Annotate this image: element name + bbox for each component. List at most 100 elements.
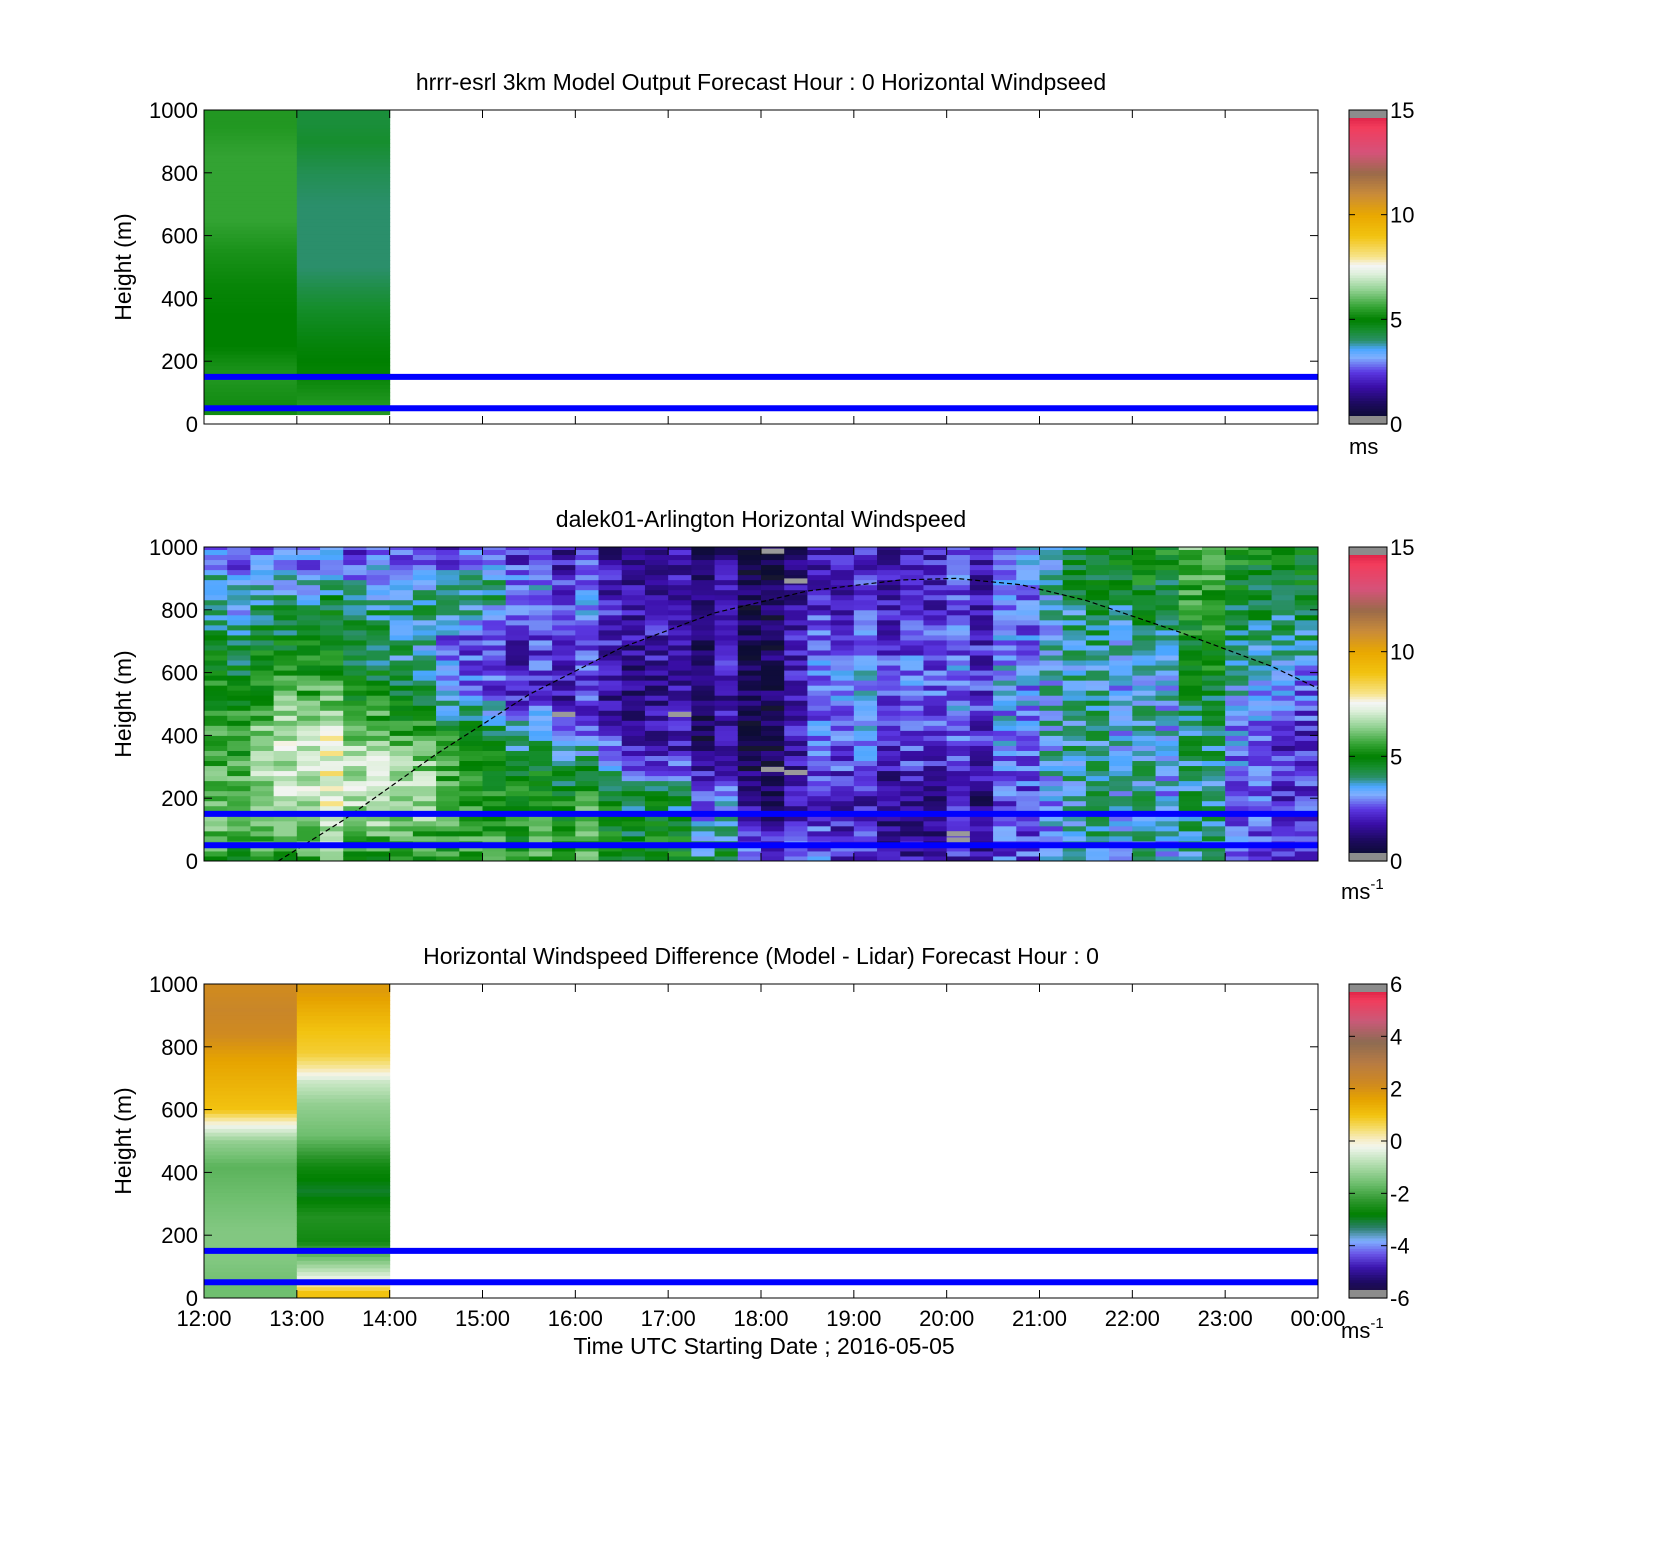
heatmap-cell bbox=[1248, 584, 1273, 591]
heatmap-cell bbox=[1294, 655, 1318, 661]
heatmap-cell bbox=[575, 680, 600, 686]
heatmap-cell bbox=[227, 710, 251, 716]
heatmap-cell bbox=[1109, 680, 1133, 686]
heatmap-cell bbox=[1109, 710, 1133, 716]
colorbar-band bbox=[1349, 1133, 1387, 1137]
heatmap-cell bbox=[598, 785, 623, 792]
heatmap-cell bbox=[691, 765, 716, 772]
heatmap-cell bbox=[598, 700, 623, 706]
heatmap-cell bbox=[1039, 554, 1064, 561]
heatmap-cell bbox=[552, 765, 576, 772]
heatmap-cell bbox=[412, 745, 437, 751]
heatmap-cell bbox=[784, 634, 808, 641]
heatmap-cell bbox=[1085, 574, 1110, 581]
y-tick-label: 600 bbox=[161, 1098, 198, 1123]
heatmap-cell bbox=[320, 624, 344, 631]
heatmap-cell bbox=[343, 614, 367, 621]
colorbar-band bbox=[1349, 379, 1387, 383]
heatmap-cell bbox=[830, 614, 855, 621]
heatmap-cell bbox=[227, 549, 251, 556]
heatmap-cell bbox=[946, 624, 971, 631]
colorbar-band bbox=[1349, 1256, 1387, 1260]
heatmap-cell bbox=[204, 1071, 298, 1077]
heatmap-cell bbox=[436, 700, 460, 706]
heatmap-cell bbox=[528, 850, 553, 857]
heatmap-cell bbox=[807, 665, 832, 671]
heatmap-cell bbox=[737, 675, 762, 681]
heatmap-cell bbox=[273, 549, 298, 556]
heatmap-cell bbox=[1132, 639, 1157, 646]
heatmap-cell bbox=[436, 730, 460, 736]
heatmap-cell bbox=[853, 599, 878, 606]
heatmap-cell bbox=[784, 705, 808, 711]
heatmap-cell bbox=[296, 342, 391, 348]
heatmap-cell bbox=[691, 755, 716, 762]
heatmap-cell bbox=[296, 579, 321, 586]
heatmap-cell bbox=[737, 629, 762, 636]
colorbar-band bbox=[1349, 761, 1387, 765]
heatmap-cell bbox=[204, 248, 298, 254]
colorbar-band bbox=[1349, 656, 1387, 661]
heatmap-cell bbox=[691, 690, 716, 696]
heatmap-cell bbox=[366, 589, 391, 596]
heatmap-cell bbox=[1248, 815, 1273, 822]
heatmap-cell bbox=[900, 614, 924, 621]
heatmap-cell bbox=[296, 1004, 391, 1009]
colorbar-band bbox=[1349, 1127, 1387, 1132]
heatmap-cell bbox=[761, 845, 785, 852]
heatmap-cell bbox=[621, 815, 646, 822]
heatmap-cell bbox=[1225, 825, 1249, 832]
heatmap-cell bbox=[946, 639, 971, 646]
heatmap-cell bbox=[296, 218, 391, 223]
heatmap-cell bbox=[366, 730, 391, 736]
heatmap-cell bbox=[714, 710, 739, 716]
heatmap-cell bbox=[969, 800, 994, 807]
heatmap-cell bbox=[993, 790, 1017, 797]
colorbar-band bbox=[1349, 222, 1387, 226]
colorbar-band bbox=[1349, 196, 1387, 200]
heatmap-cell bbox=[296, 1237, 391, 1242]
heatmap-cell bbox=[830, 665, 855, 671]
heatmap-cell bbox=[528, 845, 553, 852]
heatmap-cell bbox=[761, 805, 785, 812]
heatmap-cell bbox=[993, 619, 1017, 626]
heatmap-cell bbox=[668, 675, 692, 681]
heatmap-cell bbox=[993, 574, 1017, 581]
colorbar-band bbox=[1349, 1269, 1387, 1273]
heatmap-cell bbox=[993, 690, 1017, 696]
heatmap-cell bbox=[482, 710, 507, 716]
heatmap-cell bbox=[1248, 675, 1273, 681]
heatmap-cell bbox=[1294, 740, 1318, 746]
heatmap-cell bbox=[204, 996, 298, 1001]
heatmap-cell bbox=[621, 720, 646, 726]
heatmap-cell bbox=[1225, 574, 1249, 581]
heatmap-cell bbox=[1109, 760, 1133, 767]
colorbar-band bbox=[1349, 282, 1387, 286]
heatmap-cell bbox=[366, 775, 391, 782]
heatmap-cell bbox=[853, 740, 878, 746]
heatmap-cell bbox=[482, 569, 507, 576]
heatmap-cell bbox=[1155, 559, 1180, 566]
heatmap-cell bbox=[296, 989, 391, 994]
heatmap-cell bbox=[296, 1267, 391, 1273]
missing-cell bbox=[552, 711, 576, 717]
heatmap-cell bbox=[1201, 569, 1226, 576]
heatmap-cell bbox=[575, 725, 600, 731]
heatmap-cell bbox=[296, 380, 391, 385]
heatmap-cell bbox=[482, 740, 507, 746]
heatmap-cell bbox=[1248, 549, 1273, 556]
heatmap-cell bbox=[1016, 710, 1040, 716]
heatmap-cell bbox=[482, 755, 507, 762]
heatmap-cell bbox=[320, 755, 344, 762]
heatmap-cell bbox=[900, 735, 924, 741]
heatmap-cell bbox=[436, 644, 460, 651]
heatmap-cell bbox=[714, 830, 739, 837]
heatmap-cell bbox=[1039, 855, 1064, 861]
heatmap-cell bbox=[250, 665, 275, 671]
heatmap-cell bbox=[1109, 845, 1133, 852]
colorbar-band bbox=[1349, 159, 1387, 163]
heatmap-cell bbox=[946, 755, 971, 762]
heatmap-cell bbox=[993, 720, 1017, 726]
heatmap-cell bbox=[227, 795, 251, 802]
heatmap-cell bbox=[459, 609, 483, 616]
